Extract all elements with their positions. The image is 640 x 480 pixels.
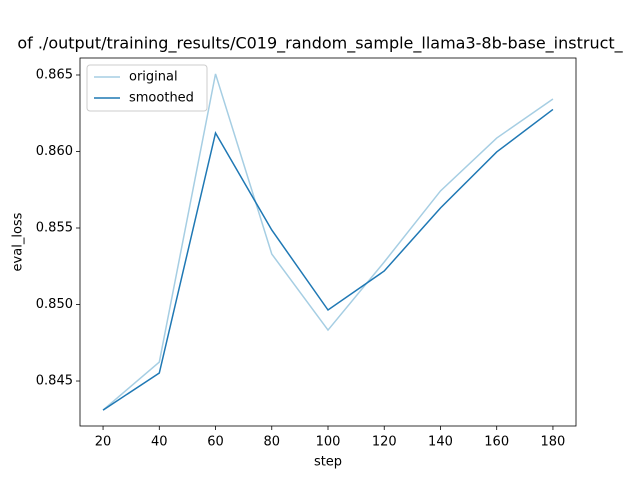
- y-tick-label: 0.860: [36, 144, 73, 159]
- legend-label: original: [129, 70, 178, 85]
- x-tick-label: 140: [428, 435, 453, 450]
- line: [102, 108, 554, 411]
- y-tick-label: 0.865: [36, 67, 73, 82]
- line: [102, 73, 554, 411]
- y-axis-label: eval_loss: [11, 212, 26, 271]
- x-tick-label: 160: [484, 435, 509, 450]
- chart-title: of ./output/training_results/C019_random…: [17, 34, 623, 54]
- y-tick-label: 0.855: [36, 220, 73, 235]
- x-tick-label: 180: [541, 435, 566, 450]
- x-tick-label: 100: [316, 435, 341, 450]
- x-axis-label: step: [314, 455, 342, 470]
- legend-label: smoothed: [129, 91, 194, 106]
- x-tick-label: 20: [95, 435, 112, 450]
- plot-frame: [79, 57, 577, 427]
- y-tick-label: 0.850: [36, 297, 73, 312]
- x-tick-label: 80: [263, 435, 280, 450]
- x-tick-label: 120: [372, 435, 397, 450]
- y-tick-label: 0.845: [36, 374, 73, 389]
- x-tick-label: 60: [207, 435, 224, 450]
- x-tick-label: 40: [151, 435, 168, 450]
